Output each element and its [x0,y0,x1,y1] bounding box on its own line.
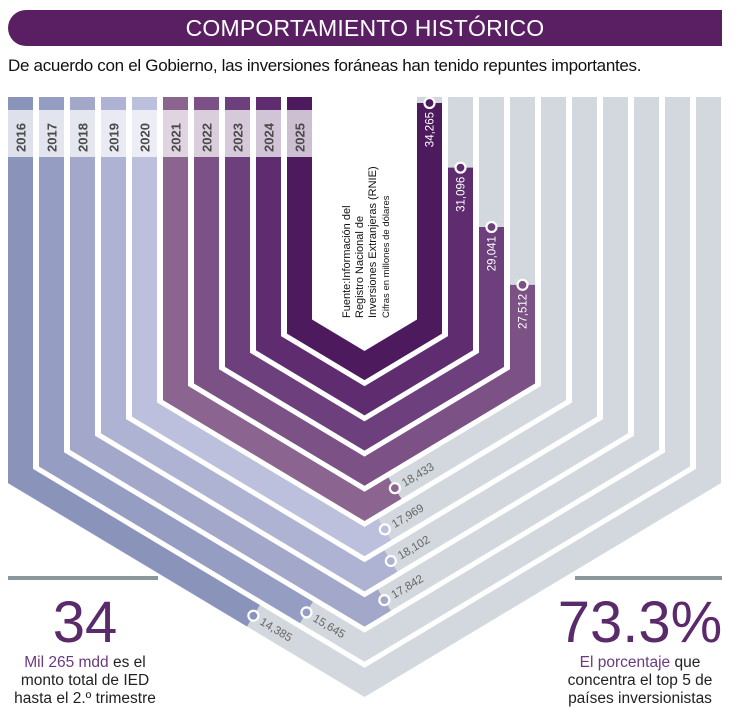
year-label: 2025 [293,123,308,152]
year-label: 2020 [138,123,153,152]
value-marker [378,593,391,607]
value-marker [247,609,260,622]
value-marker [485,220,498,234]
year-label: 2024 [262,122,277,152]
year-label: 2017 [45,123,60,152]
band-fill [194,97,535,486]
year-label-bg [225,110,250,157]
stat-big-number: 34 [52,590,118,655]
value-marker [388,482,401,495]
title-banner: COMPORTAMIENTO HISTÓRICO [8,10,722,46]
band-fill [70,97,659,627]
year-label-bg [8,110,33,157]
value-marker [454,161,467,174]
stat-text: que [670,654,701,671]
value-label: 27,512 [518,294,530,329]
subtitle: De acuerdo con el Gobierno, las inversio… [8,56,642,75]
band-fill [8,97,721,697]
year-label-bg [70,110,95,157]
band-fill [287,97,442,381]
source-line: Registro Nacional de [354,216,366,318]
stat-total-ied: 34 Mil 265 mdd es el monto total de IED … [0,594,170,708]
band-fill [101,97,628,592]
year-label: 2021 [169,123,184,152]
value-marker [423,96,436,110]
band-fill [225,97,504,451]
year-label-bg [256,110,281,157]
value-marker [516,278,529,291]
year-label-bg [39,110,64,157]
value-marker [300,606,313,619]
value-label: 29,041 [487,236,499,271]
band-2023: 2023 29,041 [225,97,504,451]
band-fill [163,97,566,521]
year-label-bg [194,110,219,157]
value-marker [378,523,391,536]
value-label: 31,096 [456,177,468,212]
band-fill [39,97,690,662]
year-label-bg [163,110,188,157]
source-line: Fuente:Información del [341,205,353,318]
band-2024: 2024 31,096 [256,97,473,416]
year-label-bg [132,110,157,157]
year-label: 2022 [200,123,215,152]
band-fill [256,97,473,416]
page-title: COMPORTAMIENTO HISTÓRICO [185,15,545,41]
stat-text: países inversionistas [568,690,712,707]
stat-top5-share: 73.3% El porcentaje que concentra el top… [555,594,725,708]
year-label: 2019 [107,123,122,152]
band-2025: 2025 34,265 [287,96,442,381]
year-label: 2023 [231,123,246,152]
source-line: Inversiones Extranjeras (RNIE) [367,166,379,318]
divider-left [8,576,158,580]
year-label-bg [101,110,126,157]
stat-big-number: 73.3% [557,590,723,655]
year-label-bg [287,110,312,157]
stat-text: concentra el top 5 de [567,672,713,689]
value-marker [384,554,397,568]
source-note: Fuente:Información del Registro Nacional… [341,166,392,318]
stat-highlight: Mil 265 mdd [24,654,109,671]
band-2022: 2022 27,512 [194,97,535,486]
value-label: 34,265 [425,112,437,147]
source-units: Cifras en millones de dólares [381,195,392,318]
stat-text: monto total de IED [20,672,150,689]
band-fill [132,97,597,557]
stat-text: hasta el 2.º trimestre [14,690,156,707]
stat-text: es el [108,654,146,671]
year-label: 2016 [14,123,29,152]
stat-highlight: El porcentaje [579,654,671,671]
year-label: 2018 [76,123,91,152]
divider-right [575,576,722,580]
